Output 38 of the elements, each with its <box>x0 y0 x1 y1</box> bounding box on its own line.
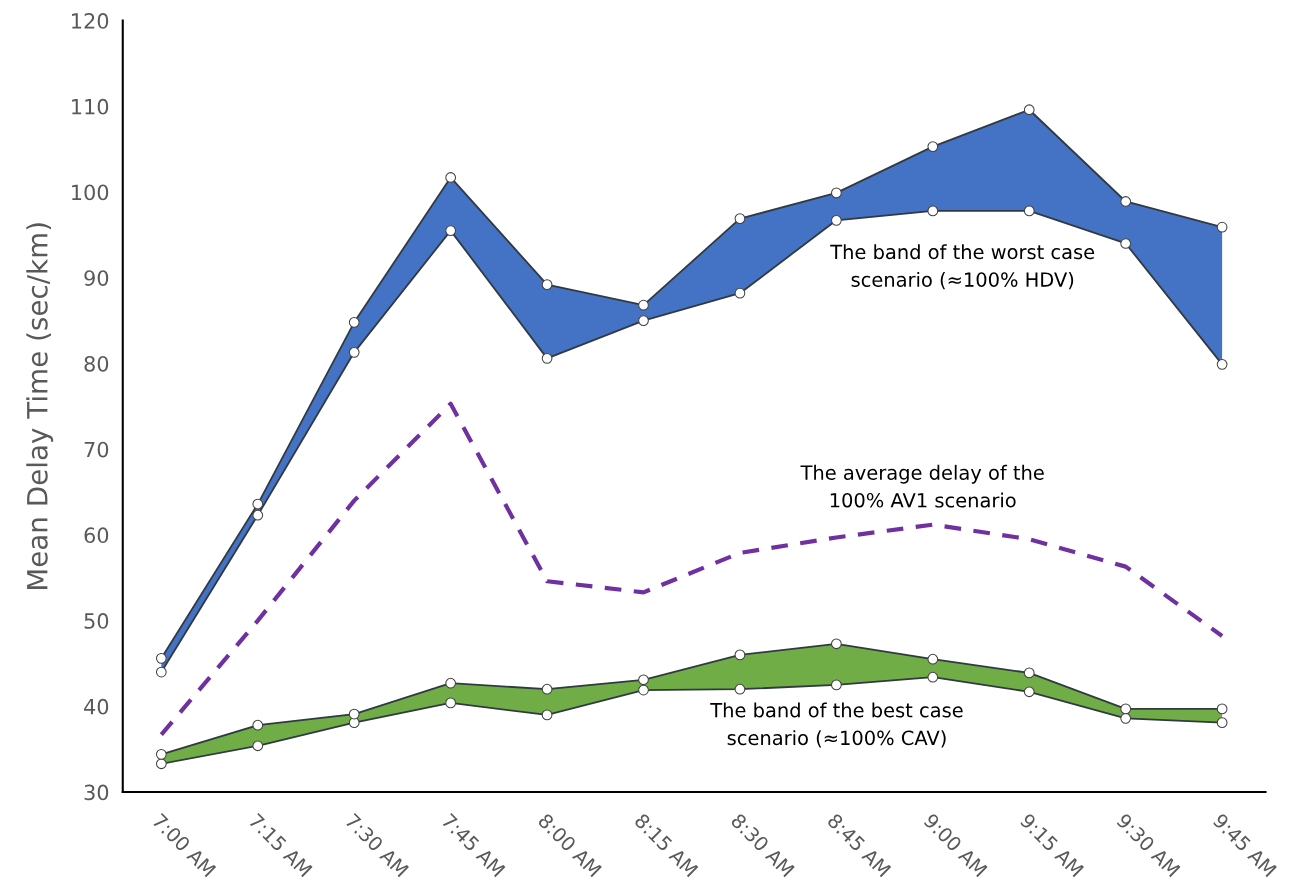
point <box>1216 717 1228 729</box>
point <box>348 717 360 729</box>
point <box>734 287 746 299</box>
y-tick-label: 40 <box>84 698 109 715</box>
point <box>927 671 939 683</box>
annotation: The band of the best case scenario (≈100% CAV) <box>710 702 963 748</box>
point <box>1120 712 1132 724</box>
annotation: The average delay of the 100% AV1 scenario <box>800 464 1044 508</box>
point <box>252 740 264 752</box>
y-tick-label: 50 <box>84 613 109 629</box>
point <box>638 684 649 696</box>
y-tick-label: 100 <box>72 184 109 201</box>
y-tick-label: 120 <box>72 13 109 29</box>
y-tick-label: 90 <box>84 270 109 286</box>
point <box>252 509 264 521</box>
point <box>1023 686 1035 698</box>
point <box>445 225 457 236</box>
point <box>348 346 360 358</box>
point <box>1023 205 1035 217</box>
point <box>831 679 842 691</box>
point <box>445 697 457 709</box>
point <box>541 709 553 721</box>
point <box>541 352 553 364</box>
y-tick-label: 110 <box>72 98 109 115</box>
y-tick-label: 70 <box>84 441 109 458</box>
annotation: The band of the worst case scenario (≈100% HDV) <box>830 244 1095 290</box>
point <box>734 683 746 695</box>
point <box>638 315 649 326</box>
y-tick-label: 30 <box>84 784 109 801</box>
point <box>155 666 167 678</box>
point <box>1216 358 1228 370</box>
point <box>155 758 167 770</box>
point <box>927 205 939 217</box>
y-tick-label: 60 <box>84 527 109 544</box>
y-axis-title: Mean Delay Time (sec/km) <box>26 223 54 590</box>
point <box>1120 238 1132 249</box>
y-tick-label: 80 <box>84 355 109 372</box>
point <box>831 214 842 226</box>
